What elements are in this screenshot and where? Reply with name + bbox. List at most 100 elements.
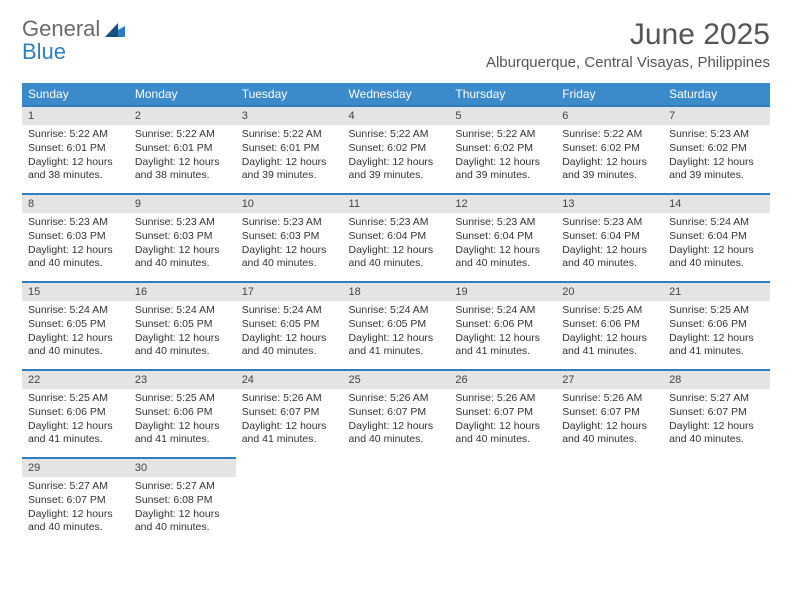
sunset-value: 6:05 PM (387, 318, 426, 330)
sunrise-label: Sunrise: (28, 216, 67, 228)
sunset-value: 6:04 PM (708, 230, 747, 242)
sunset-label: Sunset: (242, 230, 278, 242)
sunset-line: Sunset: 6:06 PM (28, 406, 123, 420)
daylight-line: Daylight: 12 hours and 40 minutes. (242, 332, 337, 359)
sunset-label: Sunset: (135, 142, 171, 154)
sunset-value: 6:07 PM (494, 406, 533, 418)
sunrise-value: 5:24 AM (69, 304, 108, 316)
daylight-label: Daylight: (455, 156, 496, 168)
calendar-day-cell (236, 458, 343, 546)
day-number: 15 (22, 283, 129, 301)
sunset-label: Sunset: (669, 142, 705, 154)
daylight-label: Daylight: (349, 420, 390, 432)
day-number: 2 (129, 107, 236, 125)
sunset-label: Sunset: (242, 406, 278, 418)
sunrise-value: 5:26 AM (497, 392, 536, 404)
calendar-day-cell: 18Sunrise: 5:24 AMSunset: 6:05 PMDayligh… (343, 282, 450, 370)
sunset-line: Sunset: 6:01 PM (135, 142, 230, 156)
sunrise-line: Sunrise: 5:26 AM (562, 392, 657, 406)
daylight-label: Daylight: (669, 332, 710, 344)
sunrise-line: Sunrise: 5:23 AM (135, 216, 230, 230)
sunrise-value: 5:24 AM (497, 304, 536, 316)
sunset-value: 6:01 PM (67, 142, 106, 154)
daylight-line: Daylight: 12 hours and 40 minutes. (562, 420, 657, 447)
sunrise-value: 5:26 AM (390, 392, 429, 404)
sunrise-value: 5:24 AM (283, 304, 322, 316)
sunrise-value: 5:24 AM (176, 304, 215, 316)
sunrise-value: 5:23 AM (497, 216, 536, 228)
calendar-day-cell: 13Sunrise: 5:23 AMSunset: 6:04 PMDayligh… (556, 194, 663, 282)
daylight-line: Daylight: 12 hours and 40 minutes. (349, 244, 444, 271)
sunset-value: 6:07 PM (601, 406, 640, 418)
sunset-line: Sunset: 6:03 PM (135, 230, 230, 244)
day-content: Sunrise: 5:25 AMSunset: 6:06 PMDaylight:… (22, 389, 129, 450)
sunrise-line: Sunrise: 5:23 AM (669, 128, 764, 142)
daylight-label: Daylight: (135, 420, 176, 432)
sunset-label: Sunset: (135, 406, 171, 418)
logo-text-general: General (22, 16, 100, 41)
sunrise-line: Sunrise: 5:26 AM (349, 392, 444, 406)
daylight-label: Daylight: (242, 244, 283, 256)
day-number: 17 (236, 283, 343, 301)
sunrise-label: Sunrise: (135, 304, 174, 316)
daylight-line: Daylight: 12 hours and 40 minutes. (28, 244, 123, 271)
day-content: Sunrise: 5:26 AMSunset: 6:07 PMDaylight:… (449, 389, 556, 450)
sunrise-line: Sunrise: 5:24 AM (28, 304, 123, 318)
sunset-label: Sunset: (455, 142, 491, 154)
sunset-line: Sunset: 6:06 PM (562, 318, 657, 332)
day-content: Sunrise: 5:23 AMSunset: 6:04 PMDaylight:… (556, 213, 663, 274)
sunrise-line: Sunrise: 5:23 AM (242, 216, 337, 230)
daylight-line: Daylight: 12 hours and 39 minutes. (349, 156, 444, 183)
sunset-label: Sunset: (455, 318, 491, 330)
sunset-label: Sunset: (562, 230, 598, 242)
sunset-value: 6:05 PM (67, 318, 106, 330)
title-block: June 2025 Alburquerque, Central Visayas,… (486, 18, 770, 77)
calendar-day-cell: 1Sunrise: 5:22 AMSunset: 6:01 PMDaylight… (22, 106, 129, 194)
sunset-value: 6:08 PM (173, 494, 212, 506)
day-number: 14 (663, 195, 770, 213)
sunrise-value: 5:22 AM (69, 128, 108, 140)
daylight-line: Daylight: 12 hours and 40 minutes. (562, 244, 657, 271)
daylight-line: Daylight: 12 hours and 40 minutes. (349, 420, 444, 447)
day-number: 4 (343, 107, 450, 125)
sunrise-value: 5:22 AM (604, 128, 643, 140)
sunrise-label: Sunrise: (349, 304, 388, 316)
sunrise-label: Sunrise: (28, 392, 67, 404)
sunset-value: 6:02 PM (708, 142, 747, 154)
sunrise-label: Sunrise: (669, 128, 708, 140)
sunset-label: Sunset: (349, 318, 385, 330)
day-number: 13 (556, 195, 663, 213)
sunset-label: Sunset: (669, 318, 705, 330)
sunrise-line: Sunrise: 5:24 AM (242, 304, 337, 318)
day-number: 26 (449, 371, 556, 389)
sunrise-line: Sunrise: 5:26 AM (242, 392, 337, 406)
sunset-label: Sunset: (455, 230, 491, 242)
logo-text-blue: Blue (22, 39, 66, 64)
sunset-value: 6:02 PM (601, 142, 640, 154)
sunrise-value: 5:25 AM (176, 392, 215, 404)
calendar-week-row: 29Sunrise: 5:27 AMSunset: 6:07 PMDayligh… (22, 458, 770, 546)
sunset-label: Sunset: (28, 318, 64, 330)
day-number: 24 (236, 371, 343, 389)
location-text: Alburquerque, Central Visayas, Philippin… (486, 54, 770, 71)
daylight-line: Daylight: 12 hours and 40 minutes. (669, 244, 764, 271)
sunset-line: Sunset: 6:07 PM (669, 406, 764, 420)
daylight-line: Daylight: 12 hours and 38 minutes. (135, 156, 230, 183)
sunset-line: Sunset: 6:03 PM (28, 230, 123, 244)
sunrise-value: 5:23 AM (390, 216, 429, 228)
day-content: Sunrise: 5:26 AMSunset: 6:07 PMDaylight:… (343, 389, 450, 450)
sunset-line: Sunset: 6:02 PM (562, 142, 657, 156)
daylight-label: Daylight: (349, 244, 390, 256)
sunrise-value: 5:26 AM (604, 392, 643, 404)
sunset-line: Sunset: 6:02 PM (349, 142, 444, 156)
calendar-day-cell (449, 458, 556, 546)
sunset-label: Sunset: (562, 318, 598, 330)
sunrise-label: Sunrise: (28, 128, 67, 140)
calendar-day-cell: 2Sunrise: 5:22 AMSunset: 6:01 PMDaylight… (129, 106, 236, 194)
daylight-line: Daylight: 12 hours and 39 minutes. (669, 156, 764, 183)
sunset-value: 6:01 PM (173, 142, 212, 154)
daylight-label: Daylight: (28, 156, 69, 168)
daylight-label: Daylight: (349, 332, 390, 344)
daylight-label: Daylight: (562, 244, 603, 256)
sunrise-value: 5:27 AM (176, 480, 215, 492)
